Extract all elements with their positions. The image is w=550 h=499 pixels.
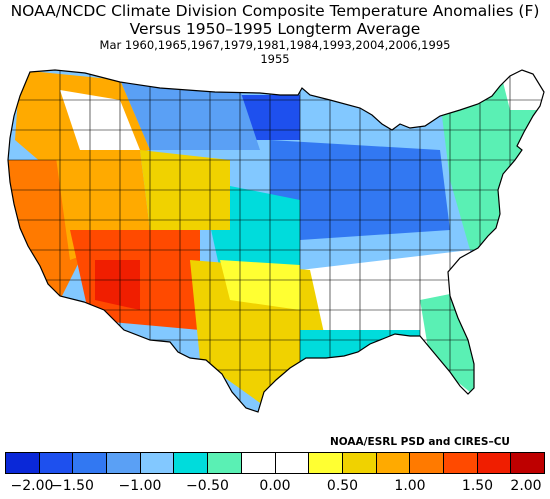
legend-swatch (511, 453, 544, 473)
region-north-plains (120, 80, 260, 150)
legend-tick-label: 1.50 (461, 478, 494, 494)
legend-swatch (309, 453, 343, 473)
legend-tick-label: −0.50 (186, 478, 229, 494)
legend-swatch (107, 453, 141, 473)
legend-tick-label: −1.00 (118, 478, 162, 494)
legend-swatch (73, 453, 108, 473)
title-line-1: NOAA/NCDC Climate Division Composite Tem… (10, 2, 540, 20)
legend-swatch (174, 453, 209, 473)
legend-swatch (140, 453, 175, 473)
title-line-2: Versus 1950–1995 Longterm Average (129, 20, 421, 38)
subtitle-years: Mar 1960,1965,1967,1979,1981,1984,1993,2… (99, 38, 451, 52)
color-legend (5, 452, 545, 474)
legend-tick-label: 2.00 (510, 478, 542, 494)
legend-swatch (443, 453, 478, 473)
legend-tick-labels: −2.00 −1.50 −1.00 −0.50 0.00 0.50 1.00 1.50 2.00 (0, 478, 550, 496)
region-arizona-core (95, 260, 140, 310)
legend-tick-label: 0.00 (259, 478, 291, 494)
legend-swatch (6, 453, 40, 473)
legend-tick-label: 0.50 (326, 478, 359, 494)
credit-text: NOAA/ESRL PSD and CIRES–CU (330, 436, 510, 448)
legend-swatch (410, 453, 444, 473)
subtitle-years-continued: 1955 (260, 52, 290, 66)
legend-swatch (241, 453, 276, 473)
legend-swatch (477, 453, 512, 473)
legend-swatch (39, 453, 74, 473)
legend-swatch (208, 453, 242, 473)
us-outline (7, 69, 545, 413)
legend-swatch (275, 453, 310, 473)
legend-swatch (376, 453, 411, 473)
map-fill-regions (8, 70, 544, 412)
legend-tick-label: −1.50 (51, 478, 94, 494)
legend-tick-label: 1.00 (394, 478, 426, 494)
legend-tick-label: −2.00 (10, 478, 54, 494)
legend-swatch (342, 453, 377, 473)
